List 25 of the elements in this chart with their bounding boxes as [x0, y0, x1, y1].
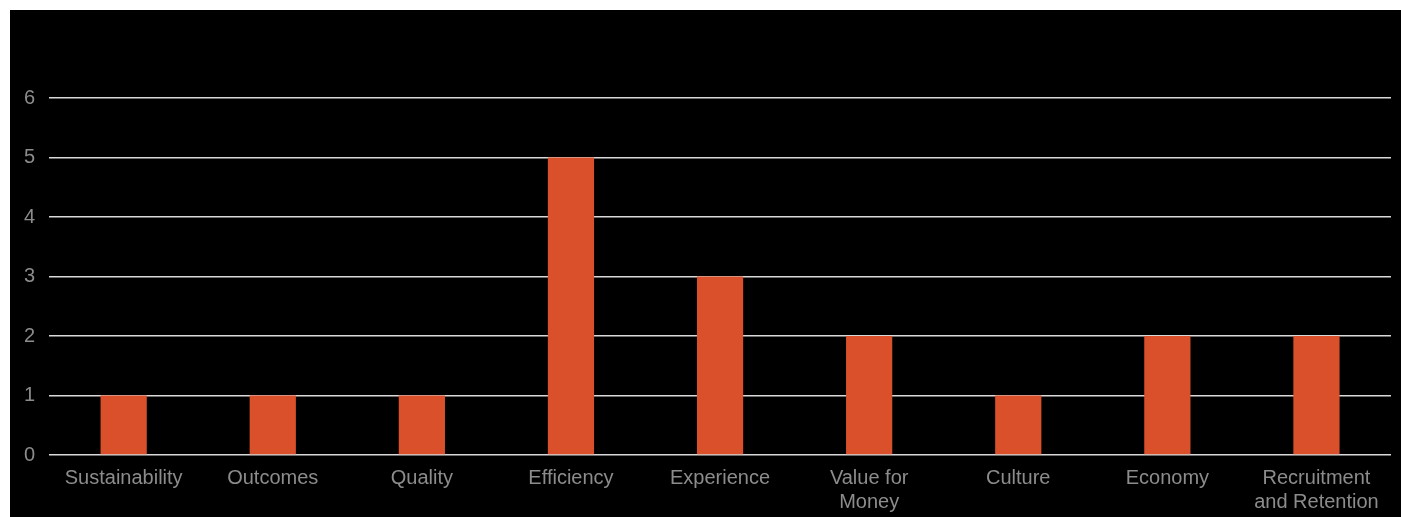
- y-tick-label: 5: [24, 145, 36, 168]
- x-tick-label: Culture: [986, 465, 1051, 488]
- bar: [846, 336, 893, 455]
- x-tick-label: Outcomes: [227, 465, 319, 488]
- x-tick-label: Economy: [1125, 465, 1210, 488]
- y-tick-label: 4: [24, 204, 36, 227]
- x-tick-label: Efficiency: [528, 465, 614, 488]
- x-tick-label: Recruitment and Retention: [1254, 465, 1379, 512]
- bar: [398, 395, 445, 455]
- bar: [100, 395, 147, 455]
- y-tick-label: 2: [24, 323, 36, 346]
- bar: [995, 395, 1042, 455]
- y-tick-label: 0: [24, 442, 36, 465]
- y-tick-label: 6: [24, 85, 36, 108]
- bar: [1144, 336, 1191, 455]
- x-tick-label: Experience: [670, 465, 771, 488]
- y-tick-label: 3: [24, 264, 36, 287]
- x-tick-label: Value for Money: [829, 465, 909, 512]
- bar: [1293, 336, 1340, 455]
- y-tick-label: 1: [24, 383, 36, 406]
- x-tick-label: Quality: [390, 465, 453, 488]
- x-tick-label: Sustainability: [64, 465, 183, 488]
- bar: [547, 157, 595, 455]
- bar: [696, 276, 744, 455]
- bar: [249, 395, 296, 455]
